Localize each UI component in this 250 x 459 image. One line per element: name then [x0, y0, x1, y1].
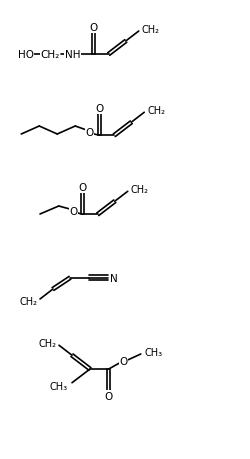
- Text: CH₂: CH₂: [40, 50, 60, 60]
- Text: O: O: [104, 391, 113, 401]
- Text: O: O: [86, 128, 94, 138]
- Text: CH₂: CH₂: [142, 25, 160, 35]
- Text: NH: NH: [65, 50, 80, 60]
- Text: O: O: [78, 183, 87, 193]
- Text: N: N: [110, 273, 118, 283]
- Text: HO: HO: [18, 50, 34, 60]
- Text: CH₃: CH₃: [145, 347, 163, 357]
- Text: O: O: [69, 207, 78, 217]
- Text: O: O: [95, 104, 104, 114]
- Text: CH₂: CH₂: [147, 106, 165, 116]
- Text: CH₂: CH₂: [20, 297, 38, 306]
- Text: CH₂: CH₂: [131, 185, 149, 195]
- Text: CH₃: CH₃: [50, 381, 68, 392]
- Text: O: O: [120, 357, 128, 367]
- Text: O: O: [90, 23, 98, 33]
- Text: CH₂: CH₂: [38, 338, 56, 348]
